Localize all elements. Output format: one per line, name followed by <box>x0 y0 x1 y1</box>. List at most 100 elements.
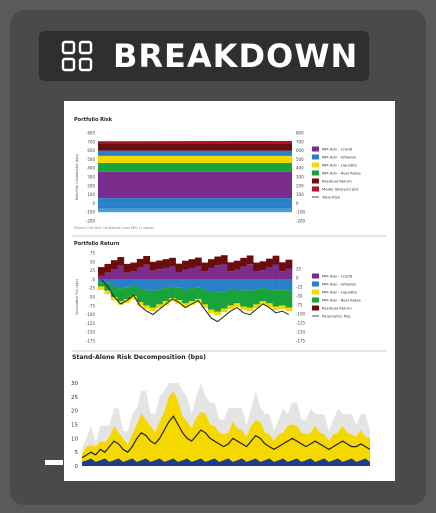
chart1-footnote: Product One Year Confidence Level 66% (1… <box>74 226 154 230</box>
chart2-legend-label: MM Adv - Credit <box>322 274 353 279</box>
chart1-ytick-right: 100 <box>296 192 304 197</box>
chart1-ytick-left: 700 <box>87 139 95 144</box>
chart2-bar <box>124 264 131 273</box>
chart1-legend-swatch <box>312 155 319 160</box>
chart2-legend-swatch <box>312 290 319 295</box>
chart1-legend-label: MM Adv - Inflation <box>322 155 357 160</box>
chart2-bar <box>169 267 176 280</box>
chart2-bar <box>286 279 293 290</box>
chart2-bar <box>286 291 293 308</box>
chart2-bar <box>260 261 267 270</box>
chart2-bar <box>273 290 280 306</box>
chart2-xtick: 3-Mar <box>224 316 228 326</box>
chart2-bar <box>208 310 215 314</box>
chart2-bar <box>253 289 260 304</box>
chart2-bar <box>176 288 183 300</box>
chart2-ytick-right: -100 <box>296 312 306 317</box>
chart2-bar <box>130 286 137 296</box>
chart1-ytick-right: 700 <box>296 139 304 144</box>
chart2-bar <box>286 268 293 279</box>
chart1-legend-swatch <box>312 147 319 152</box>
chart2-bar <box>201 289 208 304</box>
chart2-xtick: 22-Mar <box>246 314 250 326</box>
chart2-bar <box>208 268 215 279</box>
chart1-ytick-left: 600 <box>87 148 95 153</box>
chart2-bar <box>150 271 157 280</box>
chart2-bar <box>221 279 228 291</box>
chart2-legend-label: Parametric P&L <box>322 314 352 319</box>
chart2-bar <box>279 262 286 271</box>
chart2-bar <box>150 308 157 312</box>
chart2-bar <box>137 259 144 268</box>
chart2-bar <box>137 268 144 280</box>
chart1-band <box>98 198 292 203</box>
chart2-ytick-right: -175 <box>296 339 306 344</box>
chart1-ytick-right: 500 <box>296 157 304 162</box>
chart2-bar <box>111 286 118 297</box>
chart2-bar <box>111 269 118 279</box>
chart1-legend-swatch <box>312 163 319 168</box>
chart1-ytick-left: 500 <box>87 157 95 162</box>
chart2-bar <box>143 256 150 265</box>
chart1-legend-label: MM Adv - Credit <box>322 147 353 152</box>
chart2-ytick-left: -150 <box>86 330 96 335</box>
chart2-bar <box>266 289 273 303</box>
chart2-bar <box>104 264 111 273</box>
chart2-bar <box>234 303 241 307</box>
chart2-bar <box>124 279 131 287</box>
chart3-ytick: 30 <box>71 381 78 387</box>
chart2-bar <box>124 273 131 280</box>
chart2-bar <box>214 279 221 292</box>
chart2-bar <box>117 288 124 301</box>
chart2-bar <box>182 289 189 303</box>
chart2-bar <box>98 276 105 280</box>
chart2-bar <box>266 279 273 289</box>
chart3-ytick: 25 <box>71 395 78 401</box>
chart2-ytick-left: -50 <box>88 295 95 300</box>
chart2-bar <box>247 291 254 308</box>
chart2-bar <box>104 273 111 280</box>
chart2-bar <box>176 279 183 287</box>
chart2-bar <box>176 264 183 273</box>
chart2-bar <box>208 279 215 291</box>
chart2-bar <box>201 263 208 272</box>
chart2-xtick: 3-Jan <box>137 318 141 326</box>
chart2-bar <box>253 279 260 289</box>
chart2-legend-label: MM Adv - Real Rates <box>322 298 361 303</box>
chart2-bar <box>234 270 241 280</box>
chart1-ytick-left: 0 <box>92 201 95 206</box>
chart3-title: Stand-Alone Risk Decomposition (bps) <box>72 354 206 361</box>
chart2-bar <box>240 258 247 267</box>
side-tab-marker[interactable] <box>45 460 63 465</box>
chart2-ytick-right: -125 <box>296 321 306 326</box>
chart2-bar <box>169 258 176 267</box>
chart1-ylabel: Beta Risk Contribution (bps) <box>75 154 79 201</box>
chart2-bar <box>163 288 170 301</box>
chart2-bar <box>273 307 280 311</box>
chart2-bar <box>143 290 150 306</box>
chart2-bar <box>260 288 267 301</box>
chart2-bar <box>221 255 228 264</box>
chart1-legend-label: Residual Return <box>322 179 352 184</box>
chart2-bar <box>208 259 215 268</box>
chart2-bar <box>117 257 124 266</box>
chart2-bar <box>227 271 234 279</box>
chart2-bar <box>227 305 234 309</box>
chart2-bar <box>279 305 286 309</box>
chart2-xtick: 22-Feb <box>202 315 206 326</box>
chart2-bar <box>150 279 157 290</box>
chart2-bar <box>169 279 176 286</box>
chart2-bar <box>189 259 196 268</box>
chart2-bar <box>163 268 170 279</box>
chart2-ytick-right: 0 <box>296 276 299 281</box>
chart2-legend-swatch <box>312 306 319 311</box>
chart2-bar <box>189 268 196 279</box>
chart1-band <box>98 209 292 213</box>
chart2-bar <box>240 279 247 290</box>
chart2-bar <box>111 279 118 286</box>
chart1-ytick-right: 200 <box>296 183 304 188</box>
chart2-ytick-left: -125 <box>86 321 96 326</box>
grid-icon <box>61 40 93 72</box>
chart2-bar <box>156 289 163 304</box>
